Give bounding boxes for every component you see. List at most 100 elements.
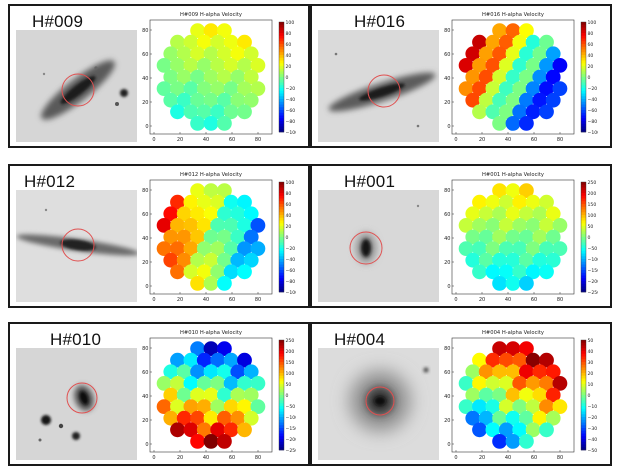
x-tick-label: 40 <box>203 297 209 303</box>
colorbar-segment <box>581 286 586 290</box>
colorbar-segment <box>279 378 284 382</box>
foreground-star <box>72 432 80 440</box>
colorbar-tick-label: 50 <box>588 338 594 344</box>
fiber-dot <box>190 69 205 85</box>
colorbar-segment <box>581 414 586 418</box>
fiber-dot <box>243 410 259 426</box>
fiber-dot <box>485 422 501 438</box>
colorbar-segment <box>279 99 284 103</box>
colorbar-segment <box>581 250 586 254</box>
colorbar-segment <box>581 239 586 243</box>
fiber-dot <box>478 387 494 403</box>
colorbar-segment <box>279 272 284 276</box>
colorbar-segment <box>581 261 586 265</box>
galaxy-image <box>16 348 137 460</box>
fiber-dot <box>458 58 474 73</box>
fiber-dot <box>539 352 554 368</box>
colorbar-tick-label: 0 <box>286 235 289 241</box>
fiber-dot <box>492 410 507 426</box>
colorbar-segment <box>279 68 284 72</box>
galaxy-image-svg <box>16 30 137 142</box>
colorbar-segment <box>279 447 284 451</box>
fiber-dot <box>203 364 219 380</box>
galaxy-image-svg <box>318 190 439 302</box>
y-tick-label: 80 <box>142 188 148 194</box>
galaxy-label: H#001 <box>344 172 396 191</box>
colorbar-segment <box>581 57 586 61</box>
galaxy-image <box>16 190 137 302</box>
colorbar-tick-label: 40 <box>588 349 594 355</box>
fiber-dot <box>539 58 554 73</box>
colorbar-segment <box>279 384 284 388</box>
fiber-dot <box>163 252 179 268</box>
colorbar-segment <box>581 289 586 293</box>
colorbar-segment <box>581 104 586 108</box>
galaxy-label: H#012 <box>24 172 76 191</box>
foreground-star <box>94 66 98 70</box>
fiber-dot <box>458 218 474 233</box>
colorbar-tick-label: −100 <box>588 257 599 263</box>
colorbar-segment <box>279 115 284 119</box>
map-title: H#009 H-alpha Velocity <box>180 12 242 18</box>
colorbar-tick-label: 100 <box>286 180 295 186</box>
fiber-dot <box>203 46 219 62</box>
fiber-dot <box>176 229 192 245</box>
fiber-dot <box>492 92 507 108</box>
foreground-star <box>416 204 420 208</box>
fiber-dot <box>237 399 252 414</box>
fiber-dot <box>217 364 232 380</box>
fiber-dot <box>519 116 534 131</box>
fiber-dot <box>170 422 185 438</box>
x-tick-label: 20 <box>479 137 485 143</box>
fiber-dot <box>539 81 554 96</box>
colorbar-segment <box>581 356 586 360</box>
colorbar-segment <box>581 378 586 382</box>
fiber-dot <box>532 387 548 403</box>
colorbar-segment <box>279 289 284 293</box>
fiber-dot <box>196 218 212 233</box>
fiber-dot <box>250 376 266 391</box>
fiber-dot <box>505 276 521 291</box>
fiber-dot <box>210 218 226 233</box>
colorbar-segment <box>581 411 586 415</box>
colorbar-segment <box>581 353 586 357</box>
y-tick-label: 80 <box>444 346 450 352</box>
fiber-dot <box>163 410 179 426</box>
fiber-dot <box>539 399 554 414</box>
y-tick-label: 40 <box>142 236 148 242</box>
colorbar-segment <box>581 198 586 202</box>
colorbar-segment <box>279 217 284 221</box>
colorbar-segment <box>581 209 586 213</box>
fiber-dot <box>532 229 548 245</box>
x-tick-label: 0 <box>152 297 155 303</box>
colorbar-segment <box>581 386 586 390</box>
colorbar-segment <box>581 121 586 125</box>
x-tick-label: 80 <box>255 137 261 143</box>
fiber-dot <box>203 410 219 426</box>
foreground-star <box>58 423 64 429</box>
colorbar-tick-label: −40 <box>286 97 296 103</box>
colorbar-tick-label: −60 <box>286 108 296 114</box>
colorbar-segment <box>279 419 284 423</box>
colorbar-tick-label: −40 <box>588 437 598 443</box>
fiber-dot <box>237 352 252 368</box>
galaxy-core <box>361 239 371 257</box>
colorbar-tick-label: 100 <box>286 20 295 26</box>
colorbar-tick-label: 0 <box>286 393 289 399</box>
colorbar-segment <box>279 425 284 429</box>
colorbar-segment <box>279 248 284 252</box>
galaxy-image-svg <box>16 190 137 302</box>
fiber-dot <box>210 264 226 280</box>
fiber-dot <box>223 422 239 438</box>
fiber-dot <box>512 352 528 368</box>
fiber-dot <box>465 387 481 403</box>
fiber-dot <box>170 218 185 233</box>
fiber-dot <box>170 58 185 73</box>
map-title: H#012 H-alpha Velocity <box>180 172 242 178</box>
fiber-dot <box>472 264 487 280</box>
colorbar-segment <box>279 193 284 197</box>
colorbar-tick-label: 60 <box>588 42 594 48</box>
colorbar-segment <box>279 237 284 241</box>
colorbar-segment <box>581 275 586 279</box>
colorbar-segment <box>279 245 284 249</box>
